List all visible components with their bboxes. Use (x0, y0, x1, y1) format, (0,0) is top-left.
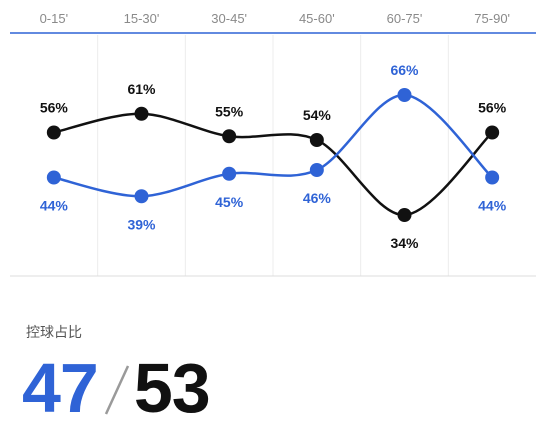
stat-label: 控球占比 (26, 325, 82, 341)
data-label: 44% (40, 198, 69, 214)
tick-label: 0-15' (40, 11, 69, 26)
tick-label: 30-45' (211, 11, 247, 26)
data-label: 46% (303, 190, 332, 206)
data-point (46, 125, 61, 140)
tick-label: 75-90' (474, 11, 510, 26)
data-label: 61% (127, 81, 156, 97)
tick-label: 60-75' (387, 11, 423, 26)
tick-label: 45-60' (299, 11, 335, 26)
data-point (46, 170, 61, 185)
possession-left-value: 47 (22, 349, 99, 427)
data-label: 56% (40, 100, 69, 116)
data-label: 54% (303, 107, 332, 123)
tick-label: 15-30' (124, 11, 160, 26)
data-label: 66% (390, 62, 419, 78)
data-point (309, 163, 324, 177)
data-label: 44% (478, 198, 507, 214)
data-label: 56% (478, 100, 507, 116)
data-point (309, 133, 324, 147)
possession-score: 47 / 53 (22, 349, 211, 427)
data-label: 34% (390, 235, 419, 251)
data-point (222, 166, 237, 181)
score-separator: / (98, 352, 130, 415)
data-label: 55% (215, 103, 244, 119)
data-point (222, 129, 237, 144)
data-label: 39% (127, 216, 156, 232)
data-point (485, 125, 500, 140)
data-point (397, 88, 412, 102)
score-separator-text: / (98, 352, 99, 353)
data-label: 45% (215, 194, 244, 210)
data-point (134, 189, 149, 204)
data-point (134, 106, 149, 121)
possession-right-value: 53 (133, 349, 211, 427)
possession-chart: 0-15' 15-30' 30-45' 45-60' 60-75' 75-90' 56% 6… (10, 11, 536, 277)
data-point (485, 170, 500, 185)
data-point (397, 208, 412, 222)
